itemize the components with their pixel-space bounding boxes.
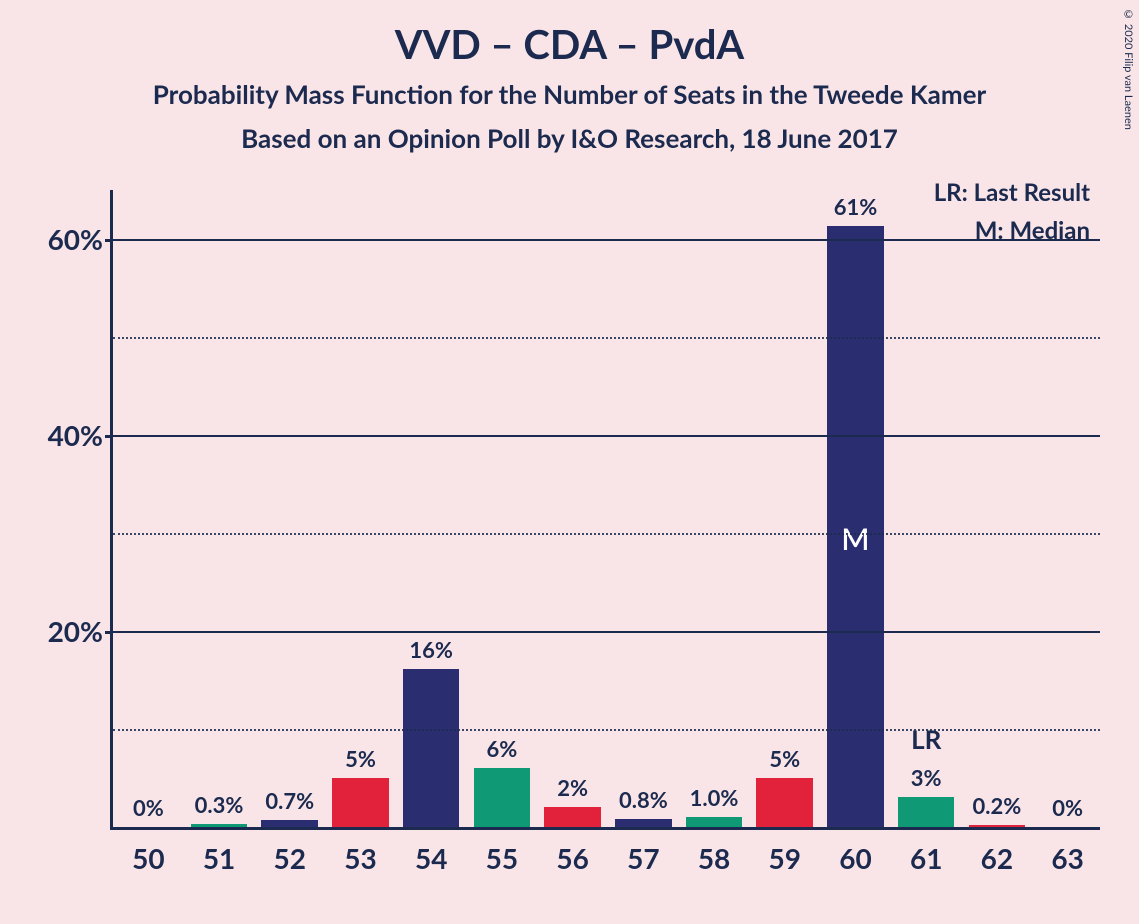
bar-value-label: 0.2% — [962, 792, 1033, 819]
bar-slot: 5%59 — [749, 190, 820, 827]
bar-value-label: 0.7% — [254, 787, 325, 814]
bar-slot: 16%54 — [396, 190, 467, 827]
x-axis-label: 61 — [891, 827, 962, 875]
plot-area: LR: Last Result M: Median 0%500.3%510.7%… — [110, 190, 1100, 830]
x-axis-label: 60 — [820, 827, 891, 875]
y-axis-label: 40% — [23, 418, 103, 452]
x-axis-label: 63 — [1032, 827, 1103, 875]
bar — [474, 768, 531, 827]
bar — [332, 778, 389, 827]
y-axis-label: 20% — [23, 614, 103, 648]
bar-slot: 2%56 — [537, 190, 608, 827]
bar-slot: 5%53 — [325, 190, 396, 827]
copyright-text: © 2020 Filip van Laenen — [1122, 8, 1135, 130]
bar — [261, 820, 318, 827]
bars-group: 0%500.3%510.7%525%5316%546%552%560.8%571… — [113, 190, 1100, 827]
x-axis-label: 53 — [325, 827, 396, 875]
y-tick-mark — [105, 435, 113, 438]
chart-subtitle-2: Based on an Opinion Poll by I&O Research… — [0, 122, 1139, 154]
x-axis-label: 54 — [396, 827, 467, 875]
chart-subtitle-1: Probability Mass Function for the Number… — [0, 78, 1139, 110]
bar-slot: 0%50 — [113, 190, 184, 827]
bar-slot: 0.8%57 — [608, 190, 679, 827]
bar — [756, 778, 813, 827]
bar-value-label: 6% — [467, 735, 538, 762]
y-axis-label: 60% — [23, 222, 103, 256]
gridline — [113, 435, 1100, 437]
bar-value-label: 5% — [749, 745, 820, 772]
bar-value-label: 0.3% — [184, 791, 255, 818]
y-tick-mark — [105, 239, 113, 242]
bar-slot: 1.0%58 — [679, 190, 750, 827]
bar-value-label: 61% — [820, 193, 891, 220]
bar — [898, 797, 955, 827]
chart-container: VVD – CDA – PvdA Probability Mass Functi… — [0, 0, 1139, 924]
bar — [615, 819, 672, 827]
bar-value-label: 1.0% — [679, 784, 750, 811]
bar-value-label: 5% — [325, 745, 396, 772]
bar-slot: 6%55 — [467, 190, 538, 827]
bar — [403, 669, 460, 827]
x-axis-label: 51 — [184, 827, 255, 875]
x-axis-label: 59 — [749, 827, 820, 875]
x-axis-label: 56 — [537, 827, 608, 875]
x-axis-label: 58 — [679, 827, 750, 875]
x-axis-label: 57 — [608, 827, 679, 875]
bar-value-label: 2% — [537, 774, 608, 801]
chart-title: VVD – CDA – PvdA — [0, 20, 1139, 68]
bar-slot: 0.2%62 — [962, 190, 1033, 827]
x-axis-label: 55 — [467, 827, 538, 875]
x-axis-label: 52 — [254, 827, 325, 875]
bar-slot: 3%61LR — [891, 190, 962, 827]
gridline — [113, 729, 1100, 731]
gridline — [113, 631, 1100, 633]
bar — [686, 817, 743, 827]
bar-slot: 0.7%52 — [254, 190, 325, 827]
bar-value-label: 0% — [113, 794, 184, 821]
bar — [544, 807, 601, 827]
bar-value-label: 0.8% — [608, 786, 679, 813]
bar-value-label: 0% — [1032, 794, 1103, 821]
median-marker: M — [820, 521, 891, 557]
bar-slot: 61%60M — [820, 190, 891, 827]
gridline — [113, 337, 1100, 339]
x-axis-label: 62 — [962, 827, 1033, 875]
bar-slot: 0%63 — [1032, 190, 1103, 827]
bar-value-label: 3% — [891, 764, 962, 791]
y-tick-mark — [105, 631, 113, 634]
bar-slot: 0.3%51 — [184, 190, 255, 827]
x-axis-label: 50 — [113, 827, 184, 875]
bar-value-label: 16% — [396, 636, 467, 663]
gridline — [113, 533, 1100, 535]
gridline — [113, 239, 1100, 241]
